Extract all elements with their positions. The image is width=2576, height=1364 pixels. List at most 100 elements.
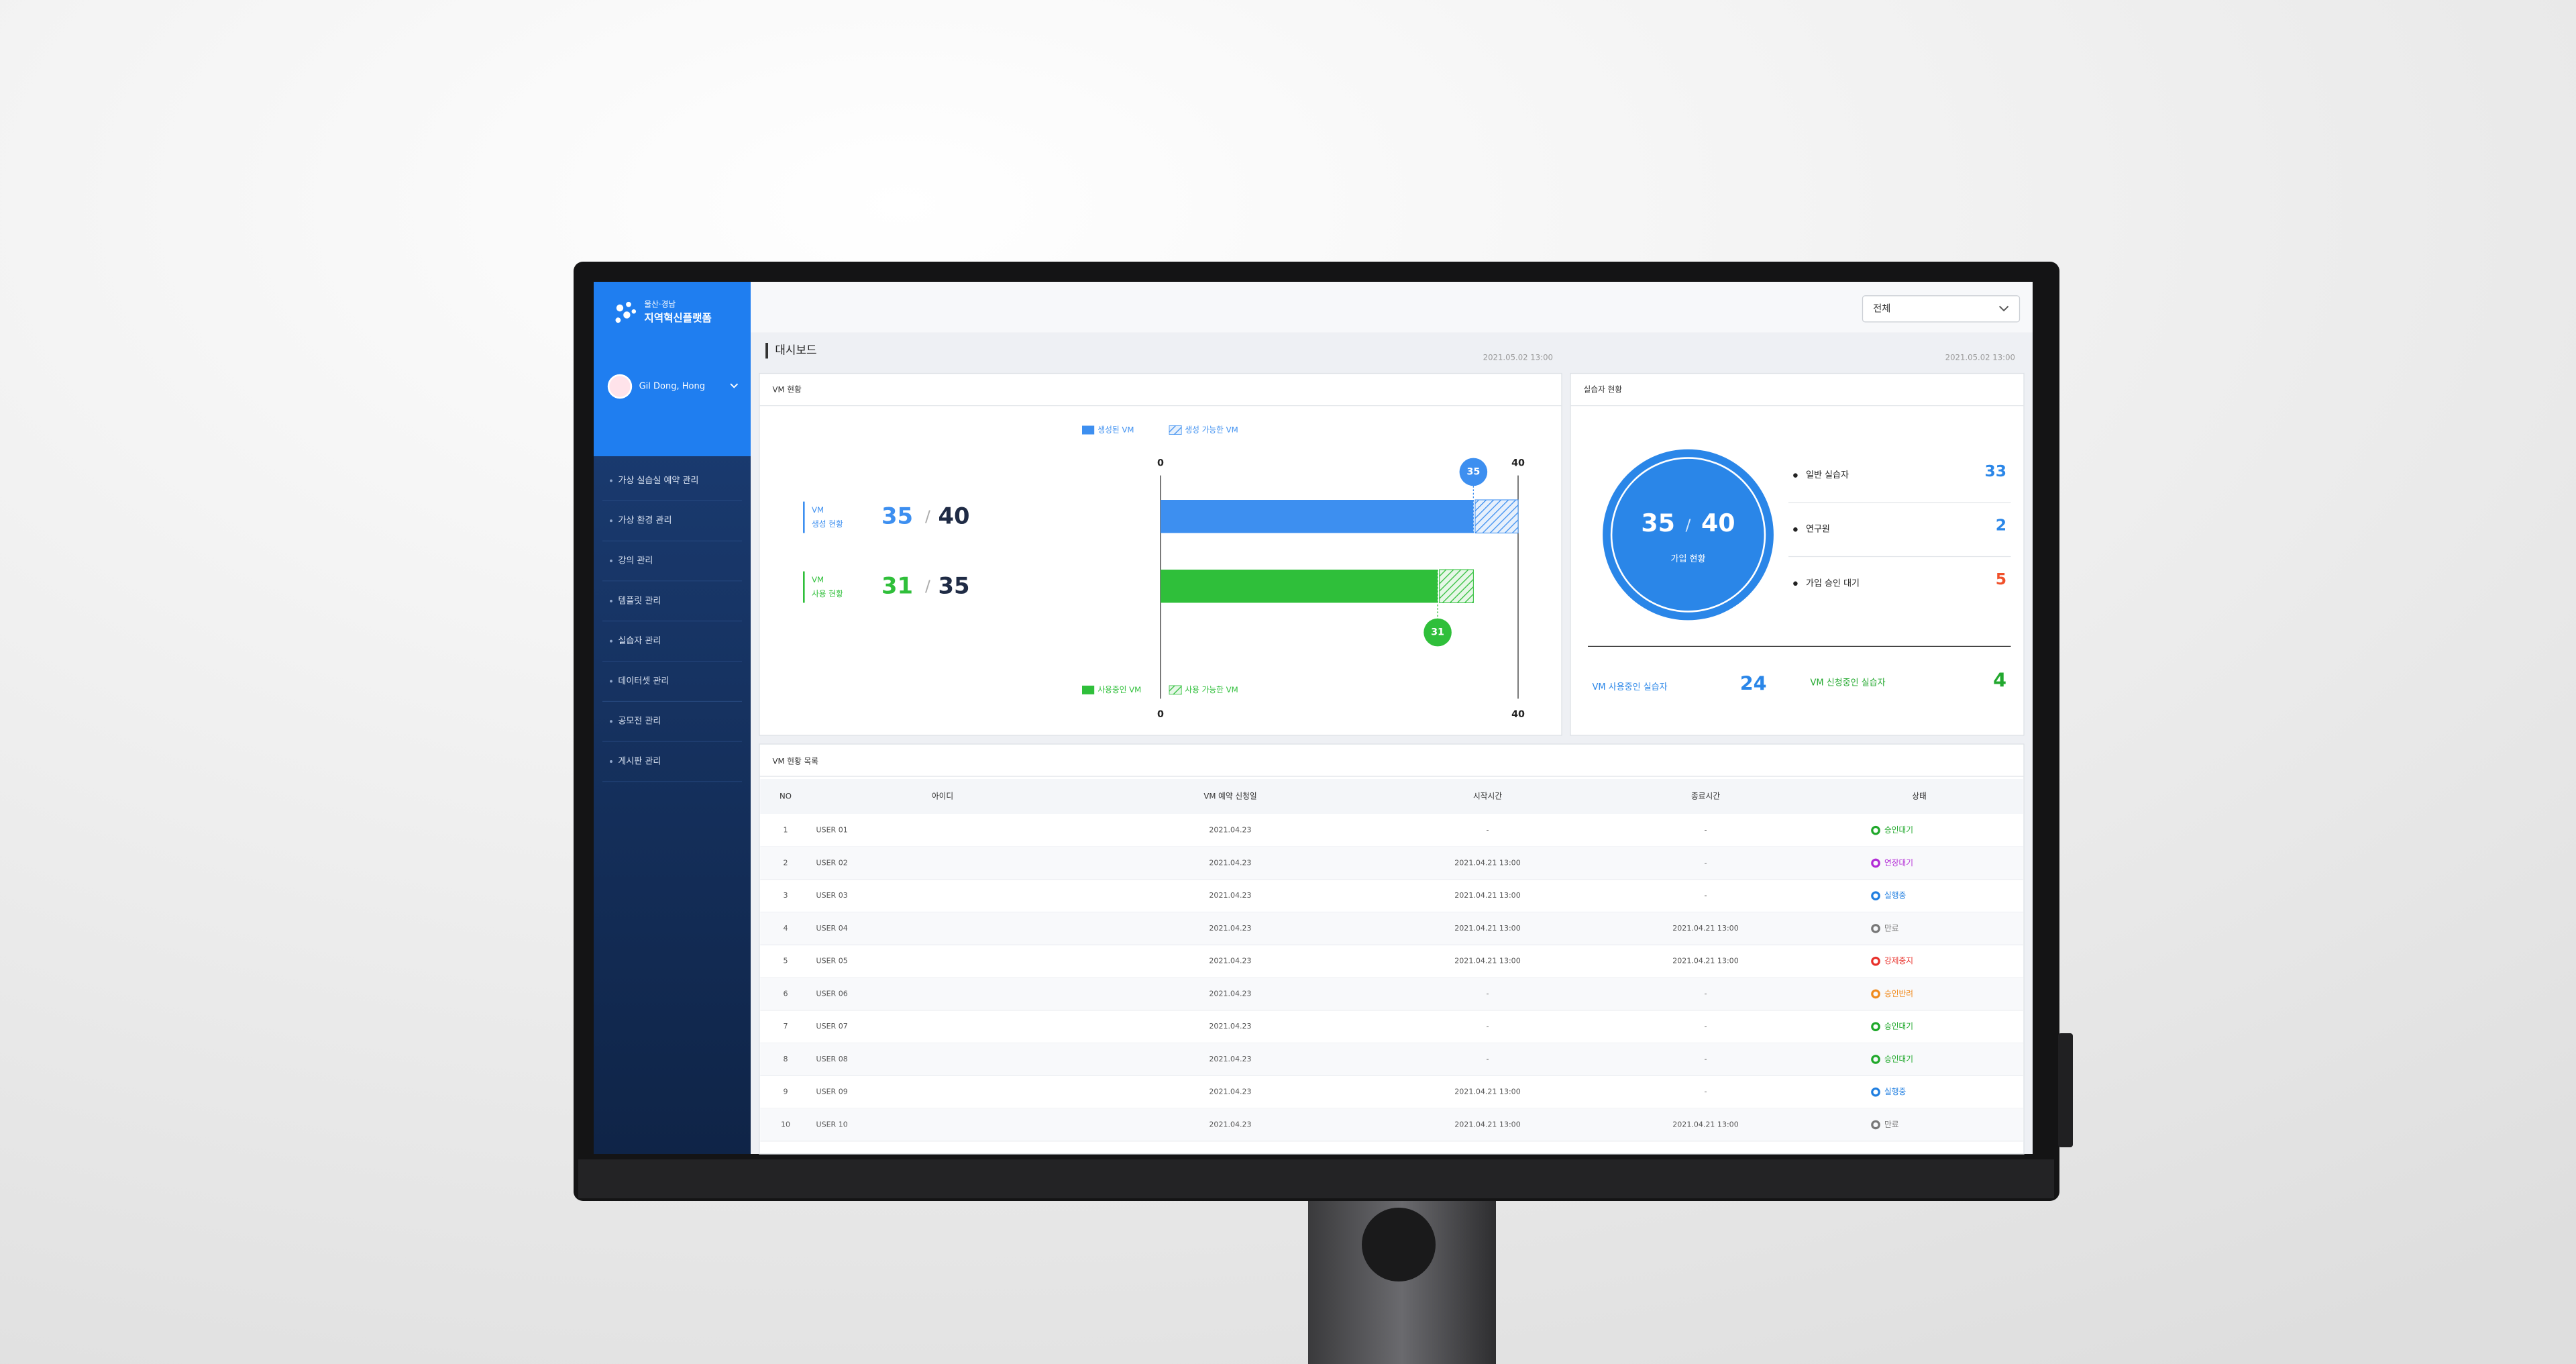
table-header <box>760 779 2023 814</box>
column-header: 아이디 <box>932 792 953 801</box>
menu-item[interactable]: 게시판 관리 <box>618 757 661 767</box>
cell: - <box>1705 891 1707 900</box>
cell: 8 <box>783 1055 788 1063</box>
cell: 2021.04.23 <box>1209 1055 1251 1063</box>
cell: USER 05 <box>816 957 848 965</box>
cell: - <box>1705 858 1707 867</box>
timestamp: 2021.05.02 13:00 <box>1483 353 1553 362</box>
cell: USER 04 <box>816 924 848 933</box>
cell: 2021.04.23 <box>1209 924 1251 933</box>
item-value: 33 <box>1984 462 2006 480</box>
legend-swatch <box>1082 425 1095 435</box>
join-ring-inner <box>1610 457 1766 613</box>
status-dot <box>1871 858 1880 868</box>
cell: - <box>1487 1055 1489 1063</box>
cell: 2021.04.23 <box>1209 957 1251 965</box>
cell: 4 <box>783 924 788 933</box>
user-name: Gil Dong, Hong <box>639 382 705 392</box>
page-title: 대시보드 <box>775 344 816 357</box>
menu-item[interactable]: 공모전 관리 <box>618 717 661 727</box>
axis-label: 40 <box>1511 458 1525 468</box>
menu-bullet <box>610 720 612 723</box>
legend-swatch <box>1169 685 1182 695</box>
item-label: 가입 승인 대기 <box>1806 578 1860 588</box>
cell: 2021.04.21 13:00 <box>1454 924 1520 933</box>
column-header: 시작시간 <box>1473 792 1502 801</box>
status: 연장대기 <box>1884 858 1913 868</box>
item-bullet <box>1793 473 1798 478</box>
status: 만료 <box>1884 1120 1899 1129</box>
item-bullet <box>1793 581 1798 586</box>
filter-dropdown[interactable] <box>1862 295 2021 323</box>
logo-line2: 지역혁신플랫폼 <box>644 312 711 324</box>
cell: 2021.04.21 13:00 <box>1454 1120 1520 1129</box>
status-dot <box>1871 1055 1880 1064</box>
menu-item[interactable]: 템플릿 관리 <box>618 596 661 606</box>
row-stripe <box>760 978 2023 1010</box>
item-value: 5 <box>1996 570 2006 588</box>
cell: 2 <box>783 858 788 867</box>
menu-bullet <box>610 519 612 523</box>
status: 승인반려 <box>1884 989 1913 998</box>
status: 만료 <box>1884 923 1899 933</box>
menu-item[interactable]: 강의 관리 <box>618 556 653 566</box>
menu-item[interactable]: 데이터셋 관리 <box>618 676 669 686</box>
menu-item[interactable]: 가상 환경 관리 <box>618 516 672 526</box>
cell: 2021.04.23 <box>1209 1120 1251 1129</box>
menu-item[interactable]: 실습자 관리 <box>618 636 661 646</box>
column-header: NO <box>780 792 792 801</box>
bar-available <box>1439 569 1474 603</box>
menu-bullet <box>610 560 612 562</box>
cell: - <box>1705 1088 1707 1096</box>
cell: - <box>1487 826 1489 835</box>
join-separator: / <box>1686 516 1691 535</box>
user-chevron[interactable] <box>730 383 739 388</box>
top-bar <box>751 282 2033 333</box>
row-stripe <box>760 847 2023 880</box>
legend-swatch <box>1082 685 1095 694</box>
row-separator: / <box>925 507 930 526</box>
status-dot <box>1871 924 1880 933</box>
value-bubble <box>1459 458 1488 486</box>
item-bullet <box>1793 527 1798 532</box>
join-label: 가입 현황 <box>1671 554 1706 564</box>
legend-swatch <box>1169 425 1182 435</box>
row-separator: / <box>925 576 930 595</box>
cell: 2021.04.21 13:00 <box>1672 1120 1738 1129</box>
row-label: VM <box>812 575 824 584</box>
item-label: 연구원 <box>1806 525 1830 535</box>
bar-available <box>1474 499 1519 533</box>
status: 강제중지 <box>1884 956 1913 965</box>
dropdown-chevron <box>1998 305 2009 312</box>
cell: - <box>1487 1022 1489 1031</box>
row-marker <box>803 571 805 603</box>
axis-label: 0 <box>1157 458 1164 468</box>
cell: 2021.04.23 <box>1209 1088 1251 1096</box>
cell: USER 06 <box>816 989 848 998</box>
cell: USER 10 <box>816 1120 848 1129</box>
column-header: VM 예약 신청일 <box>1203 792 1256 801</box>
menu-item[interactable]: 가상 실습실 예약 관리 <box>618 476 698 486</box>
cell: USER 01 <box>816 826 848 835</box>
legend-label: 생성된 VM <box>1097 425 1134 435</box>
cell: 2021.04.23 <box>1209 826 1251 835</box>
cell: - <box>1705 1022 1707 1031</box>
status: 실행중 <box>1884 1087 1907 1096</box>
status-dot <box>1871 825 1880 835</box>
row-label: 사용 현황 <box>812 589 843 598</box>
cell: 1 <box>783 826 788 835</box>
stat-label: VM 신청중인 실습자 <box>1810 678 1885 688</box>
cell: 6 <box>783 989 788 998</box>
timestamp: 2021.05.02 13:00 <box>1945 353 2015 362</box>
bar-value <box>1161 570 1438 603</box>
row-label: VM <box>812 505 824 515</box>
status-dot <box>1871 1120 1880 1130</box>
item-label: 일반 실습자 <box>1806 470 1849 480</box>
panel-title: VM 현황 목록 <box>773 757 819 766</box>
avatar <box>607 374 633 399</box>
row-marker <box>803 501 805 533</box>
